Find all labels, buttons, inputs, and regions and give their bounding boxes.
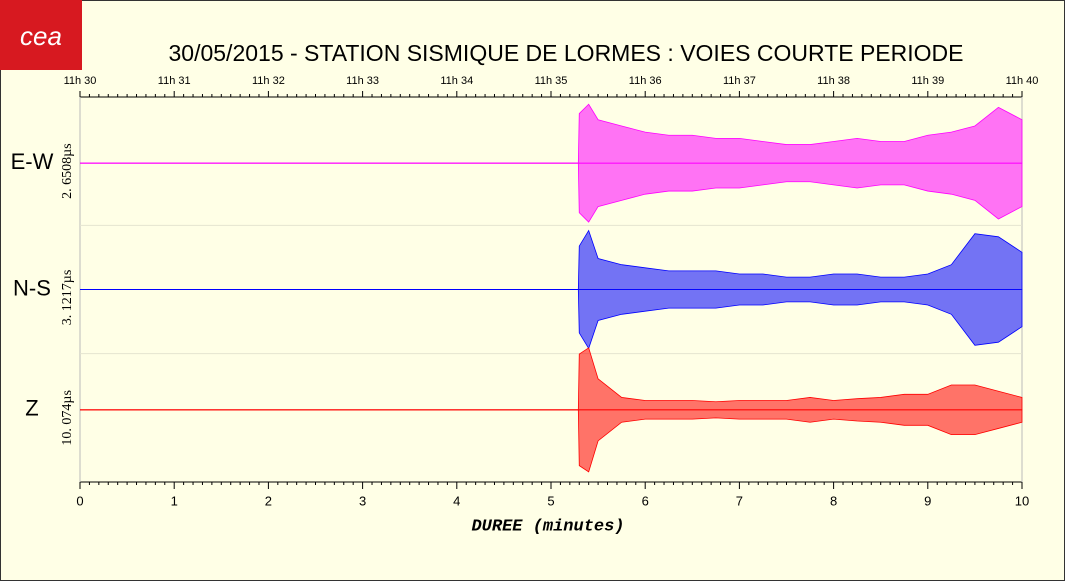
x2-tick-label: 11h 38 [817, 75, 850, 87]
x-tick-label: 6 [642, 493, 649, 508]
x2-tick-label: 11h 31 [158, 75, 191, 87]
x-tick-label: 5 [547, 493, 554, 508]
x-tick-label: 3 [359, 493, 366, 508]
x2-tick-label: 11h 35 [535, 75, 568, 87]
chart-title: 30/05/2015 - STATION SISMIQUE DE LORMES … [169, 40, 964, 66]
trace-upper-envelope [80, 229, 1023, 290]
x-tick-label: 2 [265, 493, 272, 508]
trace-lower-envelope [80, 289, 1023, 350]
trace-label: N-S [13, 275, 51, 300]
x-tick-label: 10 [1015, 493, 1029, 508]
trace-scale: 10. 074µs [60, 390, 75, 446]
x-tick-label: 7 [736, 493, 743, 508]
trace-lower-envelope [80, 409, 1023, 473]
x2-tick-label: 11h 30 [64, 75, 97, 87]
x-tick-label: 0 [76, 493, 83, 508]
x2-tick-label: 11h 33 [346, 75, 379, 87]
x-tick-label: 8 [830, 493, 837, 508]
x2-tick-label: 11h 34 [440, 75, 473, 87]
x2-tick-label: 11h 32 [252, 75, 285, 87]
logo-text: cea [20, 21, 62, 51]
x2-tick-label: 11h 40 [1006, 75, 1039, 87]
trace-scale: 3. 1217µs [60, 270, 75, 326]
x2-tick-label: 11h 36 [629, 75, 662, 87]
trace-upper-envelope [80, 103, 1023, 164]
trace-upper-envelope [80, 347, 1023, 411]
trace-scale: 2. 6508µs [60, 143, 75, 199]
x2-tick-label: 11h 39 [911, 75, 944, 87]
trace-label: Z [25, 396, 38, 421]
x-axis-label: DUREE (minutes) [471, 517, 624, 536]
trace-label: E-W [11, 149, 54, 174]
x2-tick-label: 11h 37 [723, 75, 756, 87]
x-tick-label: 4 [453, 493, 460, 508]
logo-box [0, 0, 82, 70]
trace-lower-envelope [80, 162, 1023, 223]
x-tick-label: 9 [924, 493, 931, 508]
x-tick-label: 1 [171, 493, 178, 508]
